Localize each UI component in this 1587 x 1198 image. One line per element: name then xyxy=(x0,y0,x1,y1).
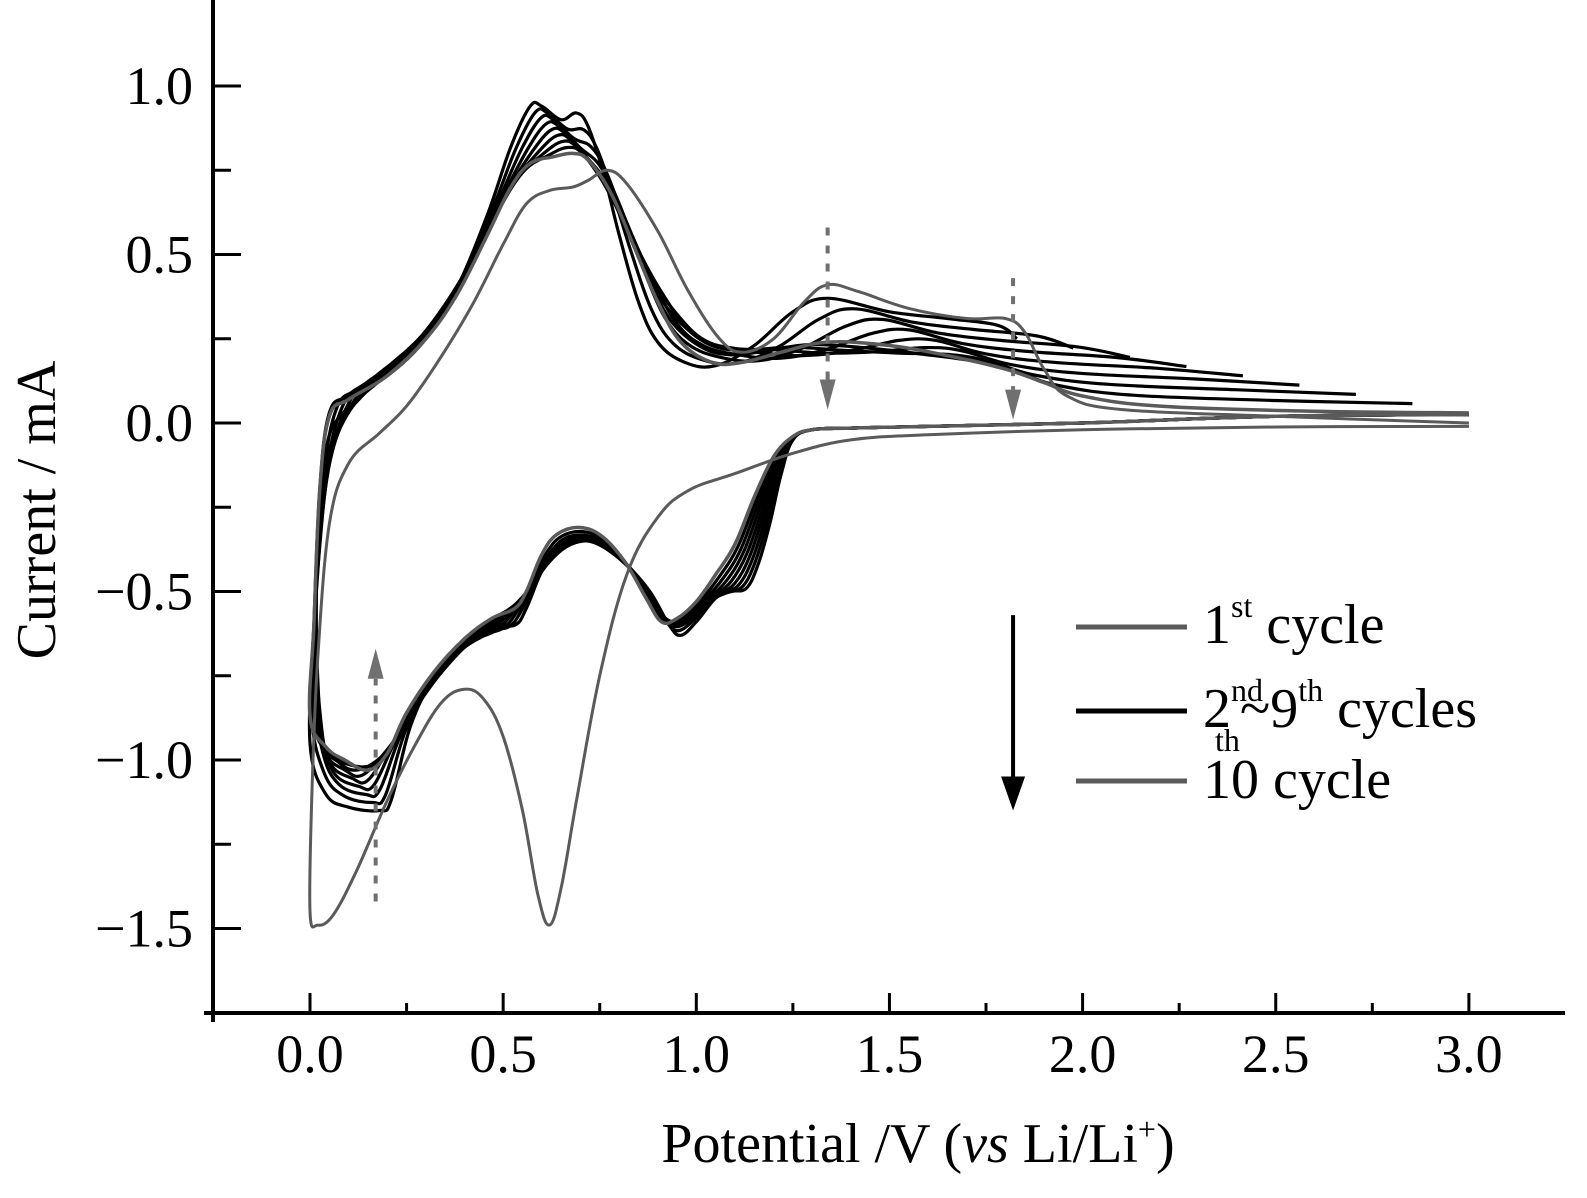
arrow-up-icon xyxy=(367,648,384,679)
legend-label-first: 1st cycle xyxy=(1203,588,1384,656)
y-tick-label: −0.5 xyxy=(95,562,193,622)
x-tick-label: 3.0 xyxy=(1435,1024,1503,1084)
legend: 1st cycle 2nd th~9th cycles 10 cycle xyxy=(1076,588,1477,811)
series-cycle-5 xyxy=(311,120,1469,792)
axes xyxy=(204,0,1565,1022)
x-tick-label: 0.0 xyxy=(276,1024,344,1084)
arrow-down-icon xyxy=(819,379,836,410)
series-cycle-9 xyxy=(311,145,1469,769)
y-ticks: 1.0 0.5 0.0 −0.5 −1.0 −1.5 xyxy=(95,56,241,959)
legend-label-middle: 2nd th~9th cycles xyxy=(1203,672,1477,758)
arrow-down-icon xyxy=(1001,776,1026,811)
series-layer xyxy=(307,100,1469,929)
series-cycle-1 xyxy=(308,168,1469,929)
series-cycle-7 xyxy=(314,132,1469,778)
x-ticks: 0.0 0.5 1.0 1.5 2.0 2.5 3.0 xyxy=(276,993,1503,1084)
x-tick-label: 2.0 xyxy=(1049,1024,1117,1084)
x-tick-label: 1.5 xyxy=(856,1024,924,1084)
series-cycle-3 xyxy=(309,107,1469,806)
y-tick-label: 1.0 xyxy=(126,56,194,116)
y-tick-label: −1.0 xyxy=(95,730,193,790)
y-tick-label: 0.5 xyxy=(126,225,194,285)
y-tick-label: −1.5 xyxy=(95,899,193,959)
x-tick-label: 2.5 xyxy=(1242,1024,1310,1084)
arrow-down-icon xyxy=(1005,389,1022,420)
x-tick-label: 1.0 xyxy=(663,1024,731,1084)
legend-label-tenth: 10 cycle xyxy=(1203,749,1391,811)
annotation-layer xyxy=(367,227,1026,902)
series-cycle-2 xyxy=(307,100,1469,813)
y-axis-title: Current / mA xyxy=(6,360,68,659)
x-axis-title: Potential /V (vs Li/Li+) xyxy=(661,1111,1174,1175)
y-tick-label: 0.0 xyxy=(126,393,194,453)
x-tick-label: 0.5 xyxy=(469,1024,537,1084)
